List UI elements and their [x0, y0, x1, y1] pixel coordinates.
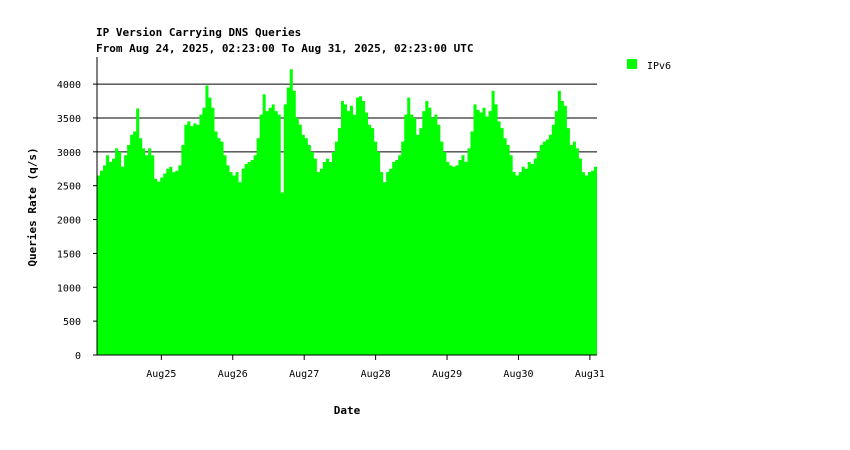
- axes: [96, 57, 597, 356]
- x-axis: Aug25 Aug26 Aug27 Aug28 Aug29 Aug30 Aug31: [146, 355, 605, 380]
- y-axis: 0 500 1000 1500 2000 2500 3000 3500 4000: [57, 80, 97, 362]
- x-tick-label: Aug28: [361, 369, 391, 380]
- x-tick-label: Aug26: [218, 369, 248, 380]
- x-tick-label: Aug30: [503, 369, 533, 380]
- y-tick-label: 1000: [57, 283, 81, 294]
- y-tick-label: 500: [63, 317, 81, 328]
- plot-area: [97, 69, 597, 355]
- y-tick-label: 3000: [57, 148, 81, 159]
- y-tick-label: 3500: [57, 114, 81, 125]
- legend-label-ipv6: IPv6: [647, 61, 671, 72]
- x-tick-label: Aug29: [432, 369, 462, 380]
- x-tick-label: Aug25: [146, 369, 176, 380]
- series-ipv6-area: [97, 69, 597, 355]
- x-axis-label: Date: [334, 404, 361, 417]
- chart-title: IP Version Carrying DNS Queries: [96, 26, 301, 39]
- chart-subtitle: From Aug 24, 2025, 02:23:00 To Aug 31, 2…: [96, 42, 474, 55]
- x-tick-label: Aug31: [575, 369, 605, 380]
- legend-swatch-ipv6: [627, 59, 637, 69]
- y-tick-label: 0: [75, 351, 81, 362]
- y-tick-label: 1500: [57, 249, 81, 260]
- y-tick-label: 4000: [57, 80, 81, 91]
- y-tick-label: 2500: [57, 182, 81, 193]
- x-tick-label: Aug27: [289, 369, 319, 380]
- y-tick-label: 2000: [57, 216, 81, 227]
- y-axis-label: Queries Rate (q/s): [26, 147, 39, 266]
- legend: IPv6: [627, 59, 671, 72]
